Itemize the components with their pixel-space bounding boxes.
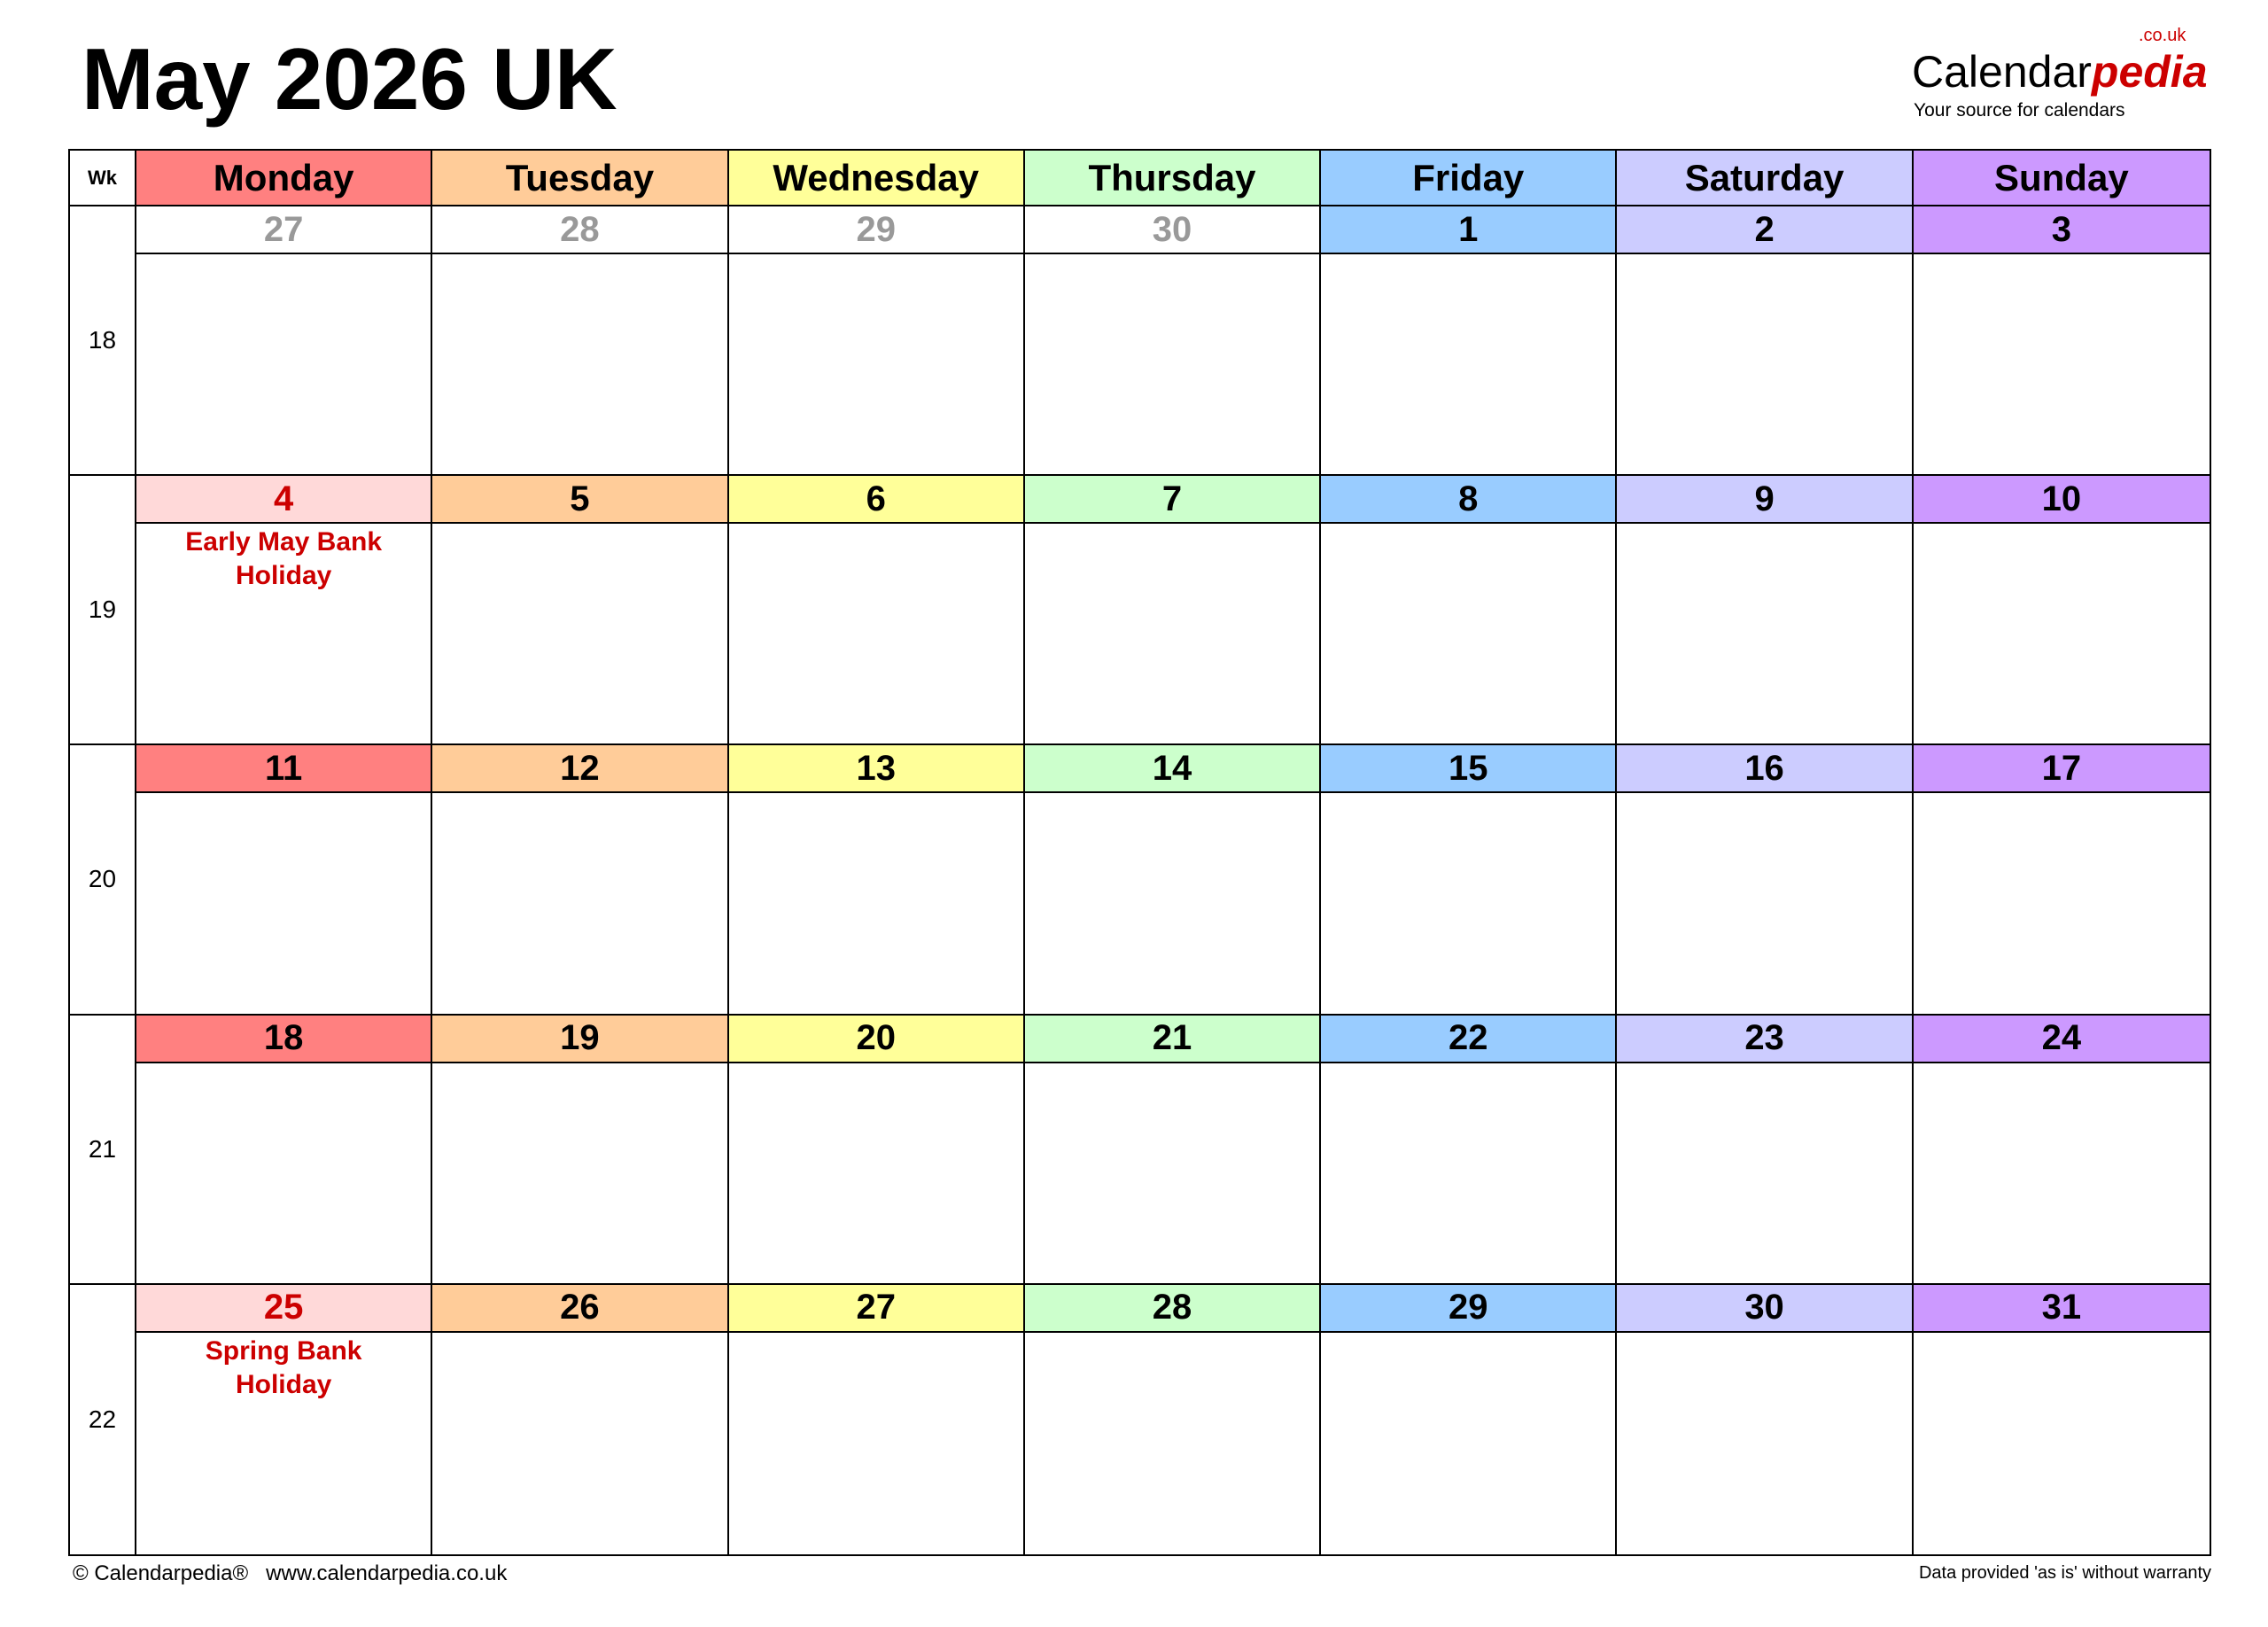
day-cell[interactable]: 6 bbox=[728, 476, 1025, 746]
calendar-grid: Wk Monday Tuesday Wednesday Thursday Friday Sa… bbox=[68, 149, 2211, 1556]
day-header-wednesday: Wednesday bbox=[728, 151, 1025, 206]
day-cell[interactable]: 20 bbox=[728, 1015, 1025, 1285]
day-cell[interactable]: 3 bbox=[1913, 206, 2210, 477]
day-cell[interactable]: 31 bbox=[1913, 1284, 2210, 1554]
page-title: May 2026 UK bbox=[82, 30, 617, 128]
date-number: 3 bbox=[1913, 206, 2210, 254]
day-cell[interactable]: 16 bbox=[1617, 745, 1914, 1016]
day-cell[interactable]: 24 bbox=[1913, 1015, 2210, 1285]
date-number: 27 bbox=[728, 1284, 1023, 1333]
date-number: 2 bbox=[1617, 206, 1912, 254]
date-number: 31 bbox=[1913, 1284, 2210, 1333]
date-number: 5 bbox=[432, 476, 727, 525]
day-cell[interactable]: 25 Spring Bank Holiday bbox=[136, 1284, 433, 1554]
date-number: 10 bbox=[1913, 476, 2210, 525]
date-number: 27 bbox=[136, 206, 431, 254]
day-cell[interactable]: 11 bbox=[136, 745, 433, 1016]
week-number: 18 bbox=[70, 206, 136, 477]
date-number: 30 bbox=[1617, 1284, 1912, 1333]
holiday-label: Spring Bank Holiday bbox=[205, 1335, 362, 1399]
day-cell[interactable]: 5 bbox=[432, 476, 729, 746]
day-cell[interactable]: 12 bbox=[432, 745, 729, 1016]
logo-tagline: Your source for calendars bbox=[1914, 100, 2125, 121]
day-cell[interactable]: 22 bbox=[1321, 1015, 1618, 1285]
date-number: 19 bbox=[432, 1015, 727, 1063]
day-cell[interactable]: 15 bbox=[1321, 745, 1618, 1016]
date-number: 12 bbox=[432, 745, 727, 794]
date-number: 30 bbox=[1024, 206, 1320, 254]
date-number: 8 bbox=[1321, 476, 1616, 525]
date-number: 14 bbox=[1024, 745, 1320, 794]
footer-disclaimer: Data provided 'as is' without warranty bbox=[1918, 1563, 2211, 1583]
date-number: 9 bbox=[1617, 476, 1912, 525]
day-cell[interactable]: 30 bbox=[1024, 206, 1322, 477]
date-number: 29 bbox=[728, 206, 1023, 254]
date-number: 17 bbox=[1913, 745, 2210, 794]
date-number: 6 bbox=[728, 476, 1023, 525]
footer-copyright: © Calendarpedia® www.calendarpedia.co.uk bbox=[73, 1561, 508, 1585]
week-number: 19 bbox=[70, 476, 136, 746]
date-number: 29 bbox=[1321, 1284, 1616, 1333]
logo-main: Calendar bbox=[1912, 47, 2092, 97]
day-cell[interactable]: 29 bbox=[1321, 1284, 1618, 1554]
day-cell[interactable]: 29 bbox=[728, 206, 1025, 477]
logo-accent: pedia bbox=[2091, 47, 2208, 97]
day-cell[interactable]: 26 bbox=[432, 1284, 729, 1554]
logo-domain: .co.uk bbox=[2139, 26, 2186, 45]
day-cell[interactable]: 21 bbox=[1024, 1015, 1322, 1285]
date-number: 18 bbox=[136, 1015, 431, 1063]
day-header-thursday: Thursday bbox=[1024, 151, 1322, 206]
week-column-header: Wk bbox=[70, 151, 136, 206]
week-number: 22 bbox=[70, 1284, 136, 1554]
day-cell[interactable]: 7 bbox=[1024, 476, 1322, 746]
day-cell[interactable]: 13 bbox=[728, 745, 1025, 1016]
date-number: 13 bbox=[728, 745, 1023, 794]
date-number: 24 bbox=[1913, 1015, 2210, 1063]
date-number: 16 bbox=[1617, 745, 1912, 794]
week-number: 20 bbox=[70, 745, 136, 1016]
calendarpedia-logo[interactable]: .co.uk Calendarpedia Your source for cal… bbox=[1912, 27, 2231, 124]
day-cell[interactable]: 28 bbox=[1024, 1284, 1322, 1554]
day-cell[interactable]: 2 bbox=[1617, 206, 1914, 477]
date-number: 21 bbox=[1024, 1015, 1320, 1063]
date-number: 23 bbox=[1617, 1015, 1912, 1063]
day-cell[interactable]: 27 bbox=[136, 206, 433, 477]
date-number: 22 bbox=[1321, 1015, 1616, 1063]
day-cell[interactable]: 17 bbox=[1913, 745, 2210, 1016]
day-cell[interactable]: 8 bbox=[1321, 476, 1618, 746]
day-cell[interactable]: 19 bbox=[432, 1015, 729, 1285]
date-number: 28 bbox=[432, 206, 727, 254]
date-number: 20 bbox=[728, 1015, 1023, 1063]
day-header-monday: Monday bbox=[136, 151, 433, 206]
day-header-sunday: Sunday bbox=[1913, 151, 2210, 206]
day-header-friday: Friday bbox=[1321, 151, 1618, 206]
day-cell[interactable]: 1 bbox=[1321, 206, 1618, 477]
date-number: 1 bbox=[1321, 206, 1616, 254]
date-number: 25 bbox=[136, 1284, 431, 1333]
date-number: 26 bbox=[432, 1284, 727, 1333]
day-header-saturday: Saturday bbox=[1617, 151, 1914, 206]
date-number: 4 bbox=[136, 476, 431, 525]
holiday-label: Early May Bank Holiday bbox=[185, 527, 383, 591]
day-cell[interactable]: 28 bbox=[432, 206, 729, 477]
day-cell[interactable]: 27 bbox=[728, 1284, 1025, 1554]
date-number: 15 bbox=[1321, 745, 1616, 794]
day-cell[interactable]: 9 bbox=[1617, 476, 1914, 746]
day-header-tuesday: Tuesday bbox=[432, 151, 729, 206]
day-cell[interactable]: 30 bbox=[1617, 1284, 1914, 1554]
day-cell[interactable]: 14 bbox=[1024, 745, 1322, 1016]
day-cell[interactable]: 18 bbox=[136, 1015, 433, 1285]
date-number: 11 bbox=[136, 745, 431, 794]
day-cell[interactable]: 4 Early May Bank Holiday bbox=[136, 476, 433, 746]
day-cell[interactable]: 10 bbox=[1913, 476, 2210, 746]
logo-wordmark: Calendarpedia bbox=[1912, 50, 2208, 94]
week-number: 21 bbox=[70, 1015, 136, 1285]
day-cell[interactable]: 23 bbox=[1617, 1015, 1914, 1285]
date-number: 28 bbox=[1024, 1284, 1320, 1333]
date-number: 7 bbox=[1024, 476, 1320, 525]
